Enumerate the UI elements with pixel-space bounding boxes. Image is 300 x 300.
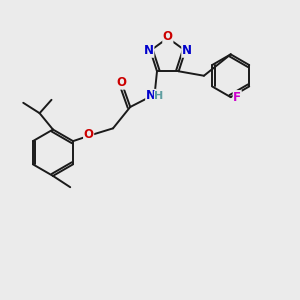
- Text: N: N: [146, 89, 156, 103]
- Text: O: O: [84, 128, 94, 141]
- Text: H: H: [154, 91, 164, 101]
- Text: N: N: [144, 44, 154, 57]
- Text: O: O: [116, 76, 126, 89]
- Text: N: N: [182, 44, 192, 57]
- Text: O: O: [163, 30, 173, 43]
- Text: F: F: [233, 91, 241, 103]
